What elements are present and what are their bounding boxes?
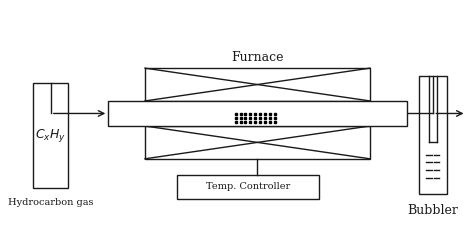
- Text: Temp. Controller: Temp. Controller: [206, 182, 291, 191]
- Bar: [33, 83, 68, 187]
- Bar: [108, 101, 407, 126]
- Text: Furnace: Furnace: [231, 51, 284, 64]
- Text: Hydrocarbon gas: Hydrocarbon gas: [8, 198, 93, 207]
- Text: Catalyst: Catalyst: [233, 103, 282, 115]
- Bar: [145, 68, 370, 101]
- Bar: [177, 175, 319, 199]
- Bar: [419, 76, 447, 194]
- Text: Bubbler: Bubbler: [408, 204, 458, 217]
- Bar: [145, 126, 370, 159]
- Text: $C_xH_y$: $C_xH_y$: [36, 127, 66, 144]
